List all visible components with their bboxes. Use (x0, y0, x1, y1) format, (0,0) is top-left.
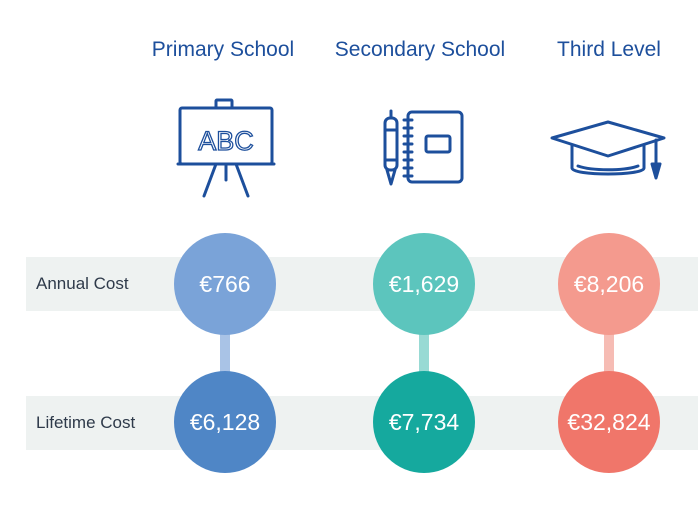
annual-cost-label: Annual Cost (36, 274, 129, 293)
lifetime-cost-label: Lifetime Cost (36, 413, 136, 432)
heading-primary-school: Primary School (151, 38, 295, 61)
heading-third-level: Third Level (557, 38, 661, 61)
graduation-cap-icon (550, 120, 666, 180)
annual-cost-primary: €766 (174, 233, 276, 335)
notebook-and-pen-icon (383, 109, 464, 186)
easel-abc-icon: ABC (176, 98, 276, 198)
annual-cost-third-level: €8,206 (558, 233, 660, 335)
lifetime-cost-third-level: €32,824 (558, 371, 660, 473)
connector-primary (220, 322, 230, 378)
easel-abc-text: ABC (198, 126, 254, 156)
heading-secondary-school: Secondary School (334, 38, 506, 61)
connector-secondary (419, 322, 429, 378)
annual-cost-secondary: €1,629 (373, 233, 475, 335)
lifetime-cost-secondary: €7,734 (373, 371, 475, 473)
connector-third-level (604, 322, 614, 378)
lifetime-cost-primary: €6,128 (174, 371, 276, 473)
